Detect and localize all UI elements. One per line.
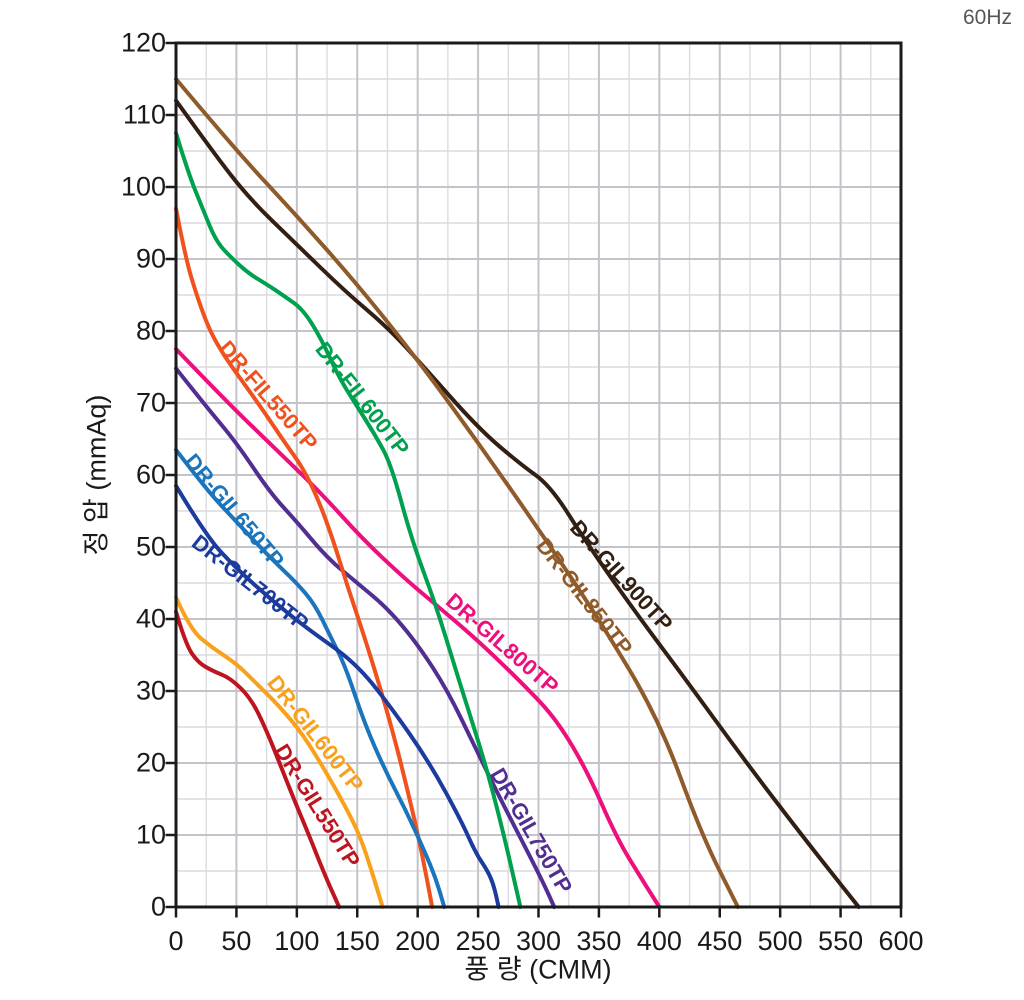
y-tick-label: 90	[135, 243, 166, 274]
series-line-DR-FIL550TP	[174, 206, 435, 909]
x-tick-label: 50	[221, 926, 252, 956]
series-line-DR-GIL700TP	[174, 483, 501, 909]
series-line-DR-FIL600TP	[174, 131, 523, 909]
plot-frame	[174, 41, 903, 909]
y-tick-label: 120	[120, 27, 166, 58]
y-tick-label: 40	[135, 603, 166, 634]
series-line-DR-GIL900TP	[174, 98, 861, 909]
y-tick-label: 0	[150, 891, 166, 922]
x-axis-title: 풍 량 (CMM)	[464, 954, 612, 985]
x-tick-label: 600	[878, 926, 924, 956]
x-tick-label: 0	[168, 926, 184, 956]
series-line-DR-GIL800TP	[174, 347, 662, 909]
x-tick-label: 400	[636, 926, 682, 956]
x-tick-label: 150	[334, 926, 380, 956]
x-tick-label: 100	[274, 926, 320, 956]
y-tick-label: 50	[135, 531, 166, 562]
x-tick-label: 450	[697, 926, 743, 956]
plot-area	[165, 41, 903, 918]
frequency-label: 60Hz	[962, 6, 1012, 29]
x-tick-label: 300	[515, 926, 562, 956]
y-tick-label: 80	[135, 315, 166, 346]
x-tick-label: 500	[757, 926, 803, 956]
x-tick-label: 200	[395, 926, 441, 956]
y-tick-label: 30	[135, 675, 166, 706]
x-tick-label: 550	[818, 926, 864, 956]
y-tick-label: 20	[135, 747, 166, 778]
series-line-DR-GIL850TP	[174, 77, 740, 909]
y-tick-label: 70	[135, 387, 166, 418]
series-line-DR-GIL600TP	[174, 595, 385, 909]
series-line-DR-GIL750TP	[174, 366, 557, 909]
y-tick-label: 110	[122, 99, 166, 130]
y-tick-label: 60	[135, 459, 166, 490]
x-tick-label: 250	[455, 926, 501, 956]
y-tick-label: 10	[135, 819, 166, 850]
x-tick-label: 350	[576, 926, 622, 956]
series-line-DR-GIL550TP	[174, 609, 342, 909]
y-tick-label: 100	[120, 171, 166, 202]
